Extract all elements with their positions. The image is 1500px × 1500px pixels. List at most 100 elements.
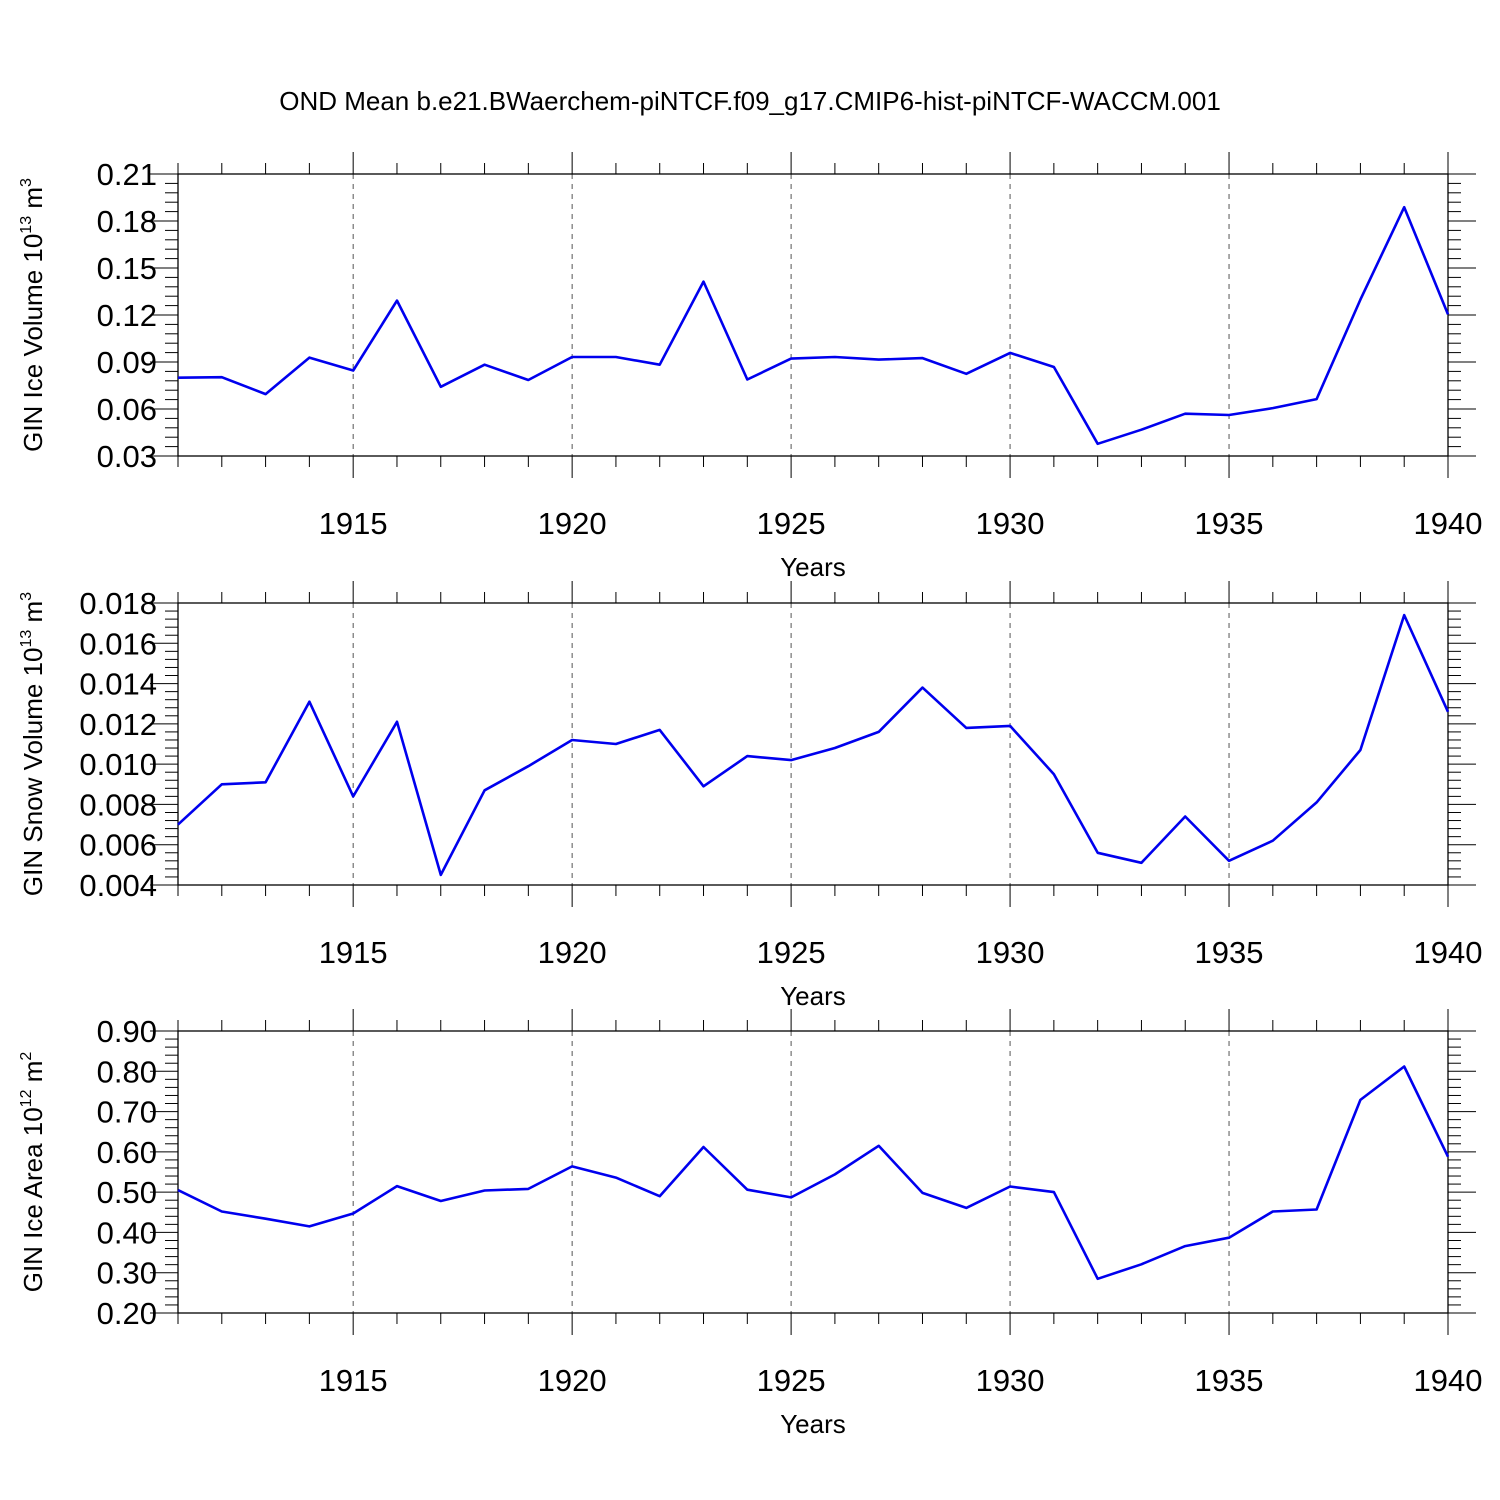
data-point (615, 743, 618, 746)
y-axis-label-exponent: 13 (18, 630, 35, 648)
data-point (615, 356, 618, 359)
y-tick-label: 0.006 (79, 828, 157, 863)
chart-panel-3: 0.20 0.30 0.40 0.50 0.60 0.70 0.80 0.90 1915 1920… (18, 1009, 1482, 1439)
data-point (921, 357, 924, 360)
data-point (1272, 839, 1275, 842)
data-point (1447, 1155, 1450, 1158)
data-point (352, 1212, 355, 1215)
data-point (877, 731, 880, 734)
data-point (921, 686, 924, 689)
data-point (1315, 398, 1318, 401)
y-axis-label-main: GIN Ice Volume 10 (18, 234, 48, 452)
data-point (1096, 442, 1099, 445)
y-tick-label: 0.06 (97, 392, 157, 427)
data-point (177, 376, 180, 379)
data-point (1359, 1099, 1362, 1102)
x-tick-label: 1930 (976, 935, 1045, 970)
data-point (527, 1188, 530, 1191)
x-axis-label: Years (780, 552, 846, 582)
data-point (177, 1189, 180, 1192)
data-point (1403, 614, 1406, 617)
data-point (1228, 860, 1231, 863)
y-axis-label: GIN Ice Area 1012 m2 (18, 1052, 48, 1293)
data-point (439, 1200, 442, 1203)
y-tick-label: 0.30 (97, 1256, 157, 1291)
x-tick-label: 1940 (1414, 1363, 1483, 1398)
y-axis-label-unit-exponent: 3 (18, 592, 35, 601)
x-tick-label: 1935 (1195, 935, 1264, 970)
data-point (1272, 407, 1275, 410)
x-tick-label: 1920 (538, 1363, 607, 1398)
y-tick-label: 0.008 (79, 787, 157, 822)
y-tick-label: 0.12 (97, 298, 157, 333)
x-tick-label: 1915 (319, 506, 388, 541)
data-point (220, 783, 223, 786)
data-series-line (177, 1065, 1450, 1281)
data-point (790, 1196, 793, 1199)
data-point (1359, 298, 1362, 301)
y-axis-label-main: GIN Ice Area 10 (18, 1107, 48, 1292)
y-axis-label-unit-exponent: 3 (18, 178, 35, 187)
data-point (1140, 428, 1143, 431)
data-point (790, 357, 793, 360)
data-point (877, 358, 880, 361)
data-point (1009, 1185, 1012, 1188)
x-tick-label: 1925 (757, 935, 826, 970)
x-tick-label: 1920 (538, 506, 607, 541)
y-axis-label-unit: m (18, 1061, 48, 1090)
data-point (1315, 1208, 1318, 1211)
data-point (1140, 862, 1143, 865)
y-tick-label: 0.21 (97, 157, 157, 192)
data-point (1184, 412, 1187, 415)
data-point (1228, 414, 1231, 417)
y-tick-label: 0.80 (97, 1054, 157, 1089)
y-axis-label: GIN Ice Volume 1013 m3 (18, 178, 48, 452)
data-point (571, 1165, 574, 1168)
y-tick-label: 0.016 (79, 626, 157, 661)
data-point (658, 729, 661, 732)
x-axis-label: Years (780, 1409, 846, 1439)
x-tick-label: 1940 (1414, 935, 1483, 970)
data-point (1053, 1191, 1056, 1194)
data-point (1359, 749, 1362, 752)
x-axis-label: Years (780, 981, 846, 1011)
data-point (834, 356, 837, 359)
y-tick-label: 0.09 (97, 345, 157, 380)
y-tick-label: 0.010 (79, 747, 157, 782)
y-axis-label-unit: m (18, 601, 48, 630)
y-tick-label: 0.50 (97, 1175, 157, 1210)
plot-frame (177, 1030, 1449, 1314)
data-point (877, 1145, 880, 1148)
data-point (483, 363, 486, 366)
x-tick-label: 1935 (1195, 1363, 1264, 1398)
data-point (220, 376, 223, 379)
chart-panel-2: 0.004 0.006 0.008 0.010 0.012 0.014 0.016 0.018… (18, 581, 1482, 1011)
data-point (396, 1185, 399, 1188)
figure-title: OND Mean b.e21.BWaerchem-piNTCF.f09_g17.… (279, 86, 1221, 116)
y-tick-label: 0.60 (97, 1135, 157, 1170)
data-point (921, 1192, 924, 1195)
data-point (1184, 1245, 1187, 1248)
data-point (834, 1173, 837, 1176)
data-point (1053, 366, 1056, 369)
x-tick-label: 1920 (538, 935, 607, 970)
data-point (1009, 352, 1012, 355)
plot-frame (177, 602, 1449, 886)
data-point (658, 363, 661, 366)
y-axis-label-unit: m (18, 187, 48, 216)
data-point (834, 747, 837, 750)
y-axis-label: GIN Snow Volume 1013 m3 (18, 592, 48, 896)
data-point (1096, 1277, 1099, 1280)
y-axis-label-exponent: 13 (18, 216, 35, 234)
data-point (571, 739, 574, 742)
y-tick-label: 0.014 (79, 667, 157, 702)
data-point (308, 700, 311, 703)
y-tick-label: 0.012 (79, 707, 157, 742)
data-point (1272, 1210, 1275, 1213)
data-point (396, 721, 399, 724)
data-point (790, 759, 793, 762)
data-point (1447, 313, 1450, 316)
x-tick-label: 1930 (976, 506, 1045, 541)
data-point (702, 785, 705, 788)
plot-frame (177, 173, 1449, 457)
